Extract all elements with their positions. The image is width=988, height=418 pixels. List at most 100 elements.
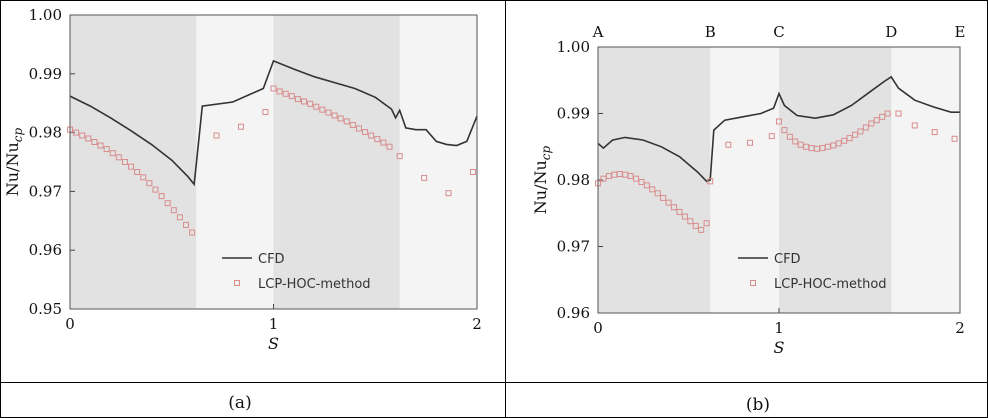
y-tick-label: 0.96: [29, 241, 62, 259]
data-point-lcp-hoc: [703, 220, 710, 227]
data-point-lcp-hoc: [879, 113, 886, 120]
data-point-lcp-hoc: [313, 103, 320, 110]
data-point-lcp-hoc: [115, 154, 122, 161]
series-line-cfd: [69, 59, 478, 187]
data-point-lcp-hoc: [421, 174, 428, 181]
panel-label: (b): [746, 395, 770, 415]
data-point-lcp-hoc: [786, 133, 793, 140]
shaded-region: [598, 47, 711, 313]
data-point-lcp-hoc: [331, 112, 338, 119]
data-point-lcp-hoc: [649, 186, 656, 193]
x-axis-label: S: [268, 334, 279, 353]
data-point-lcp-hoc: [164, 200, 171, 207]
data-point-lcp-hoc: [337, 115, 344, 122]
y-tick-label: 0.95: [29, 300, 62, 318]
legend-label-cfd: CFD: [258, 252, 285, 267]
shaded-region: [70, 15, 197, 309]
y-tick-label: 0.98: [29, 124, 62, 142]
y-tick-label: 1.00: [557, 38, 590, 56]
data-point-lcp-hoc: [633, 175, 640, 182]
x-tick-label: 1: [269, 315, 279, 333]
data-point-lcp-hoc: [687, 218, 694, 225]
data-point-lcp-hoc: [396, 153, 403, 160]
data-point-lcp-hoc: [182, 221, 189, 228]
data-point-lcp-hoc: [237, 123, 244, 130]
data-point-lcp-hoc: [638, 178, 645, 185]
y-tick-label: 0.99: [29, 65, 62, 83]
data-point-lcp-hoc: [121, 159, 128, 165]
legend: CFD LCP-HOC-method: [738, 252, 887, 292]
data-point-lcp-hoc: [301, 98, 308, 105]
data-point-lcp-hoc: [73, 129, 80, 136]
y-tick-label: 0.97: [29, 182, 62, 200]
data-point-lcp-hoc: [170, 207, 177, 214]
data-point-lcp-hoc: [852, 131, 859, 138]
data-point-lcp-hoc: [146, 180, 153, 187]
legend-swatch-lcp-hoc: [750, 280, 756, 286]
data-point-lcp-hoc: [282, 90, 289, 97]
legend-label-lcp-hoc: LCP-HOC-method: [258, 277, 371, 292]
data-point-lcp-hoc: [374, 136, 381, 143]
x-tick-label: 2: [472, 315, 482, 333]
x-tick-label: 0: [593, 319, 603, 337]
plot-frame: [69, 14, 478, 310]
data-point-lcp-hoc: [776, 118, 782, 125]
data-point-lcp-hoc: [931, 129, 938, 136]
y-tick-label: 0.98: [557, 171, 590, 189]
data-point-lcp-hoc: [868, 120, 875, 127]
data-point-lcp-hoc: [362, 129, 369, 136]
y-tick-label: 0.99: [557, 105, 590, 123]
data-point-lcp-hoc: [319, 106, 326, 113]
data-point-lcp-hoc: [343, 118, 350, 125]
data-point-lcp-hoc: [911, 122, 918, 129]
data-point-lcp-hoc: [349, 121, 356, 128]
data-point-lcp-hoc: [386, 143, 393, 150]
data-point-lcp-hoc: [862, 124, 869, 131]
data-point-lcp-hoc: [665, 199, 672, 206]
legend: CFD LCP-HOC-method: [222, 252, 371, 292]
data-point-lcp-hoc: [134, 168, 141, 175]
data-point-lcp-hoc: [109, 150, 116, 157]
data-point-lcp-hoc: [307, 100, 314, 107]
shaded-region: [273, 15, 400, 309]
data-point-lcp-hoc: [768, 133, 775, 140]
data-point-lcp-hoc: [660, 194, 667, 201]
y-tick-label: 1.00: [29, 6, 62, 24]
y-tick-label: 0.96: [557, 304, 590, 322]
panel-label: (a): [228, 393, 251, 413]
data-point-lcp-hoc: [152, 186, 159, 193]
data-point-lcp-hoc: [262, 109, 269, 116]
data-point-lcp-hoc: [288, 93, 295, 100]
data-point-lcp-hoc: [176, 214, 183, 221]
data-point-lcp-hoc: [681, 213, 688, 220]
data-point-lcp-hoc: [895, 110, 902, 117]
data-point-lcp-hoc: [103, 146, 110, 153]
legend-swatch-lcp-hoc: [234, 280, 240, 286]
shaded-region: [779, 47, 892, 313]
data-point-lcp-hoc: [368, 132, 375, 139]
x-tick-label: 1: [774, 319, 784, 337]
data-point-lcp-hoc: [884, 110, 891, 117]
data-point-lcp-hoc: [671, 204, 678, 211]
panel-b: 0.96 0.97 0.98 0.99 1.00 0 1 2 A B C D E S Nu/Nucp CFD L…: [531, 23, 965, 415]
data-point-lcp-hoc: [270, 85, 277, 92]
data-point-lcp-hoc: [654, 190, 661, 197]
data-point-lcp-hoc: [857, 128, 864, 135]
data-point-lcp-hoc: [213, 132, 220, 139]
data-point-lcp-hoc: [189, 229, 196, 236]
y-axis-label-subscript: cp: [11, 127, 25, 142]
data-point-lcp-hoc: [469, 168, 476, 175]
plot-frame: [597, 46, 961, 314]
point-label-a: A: [592, 23, 604, 41]
data-point-lcp-hoc: [747, 139, 754, 146]
data-point-lcp-hoc: [97, 142, 104, 149]
data-point-lcp-hoc: [294, 96, 301, 103]
point-label-b: B: [705, 23, 716, 41]
point-label-c: C: [773, 23, 784, 41]
legend-label-lcp-hoc: LCP-HOC-method: [774, 277, 887, 292]
data-point-lcp-hoc: [128, 163, 135, 170]
data-point-lcp-hoc: [707, 178, 714, 185]
data-point-lcp-hoc: [140, 174, 147, 181]
y-axis-label: Nu/Nucp: [531, 145, 553, 214]
x-axis-label: S: [774, 338, 785, 357]
